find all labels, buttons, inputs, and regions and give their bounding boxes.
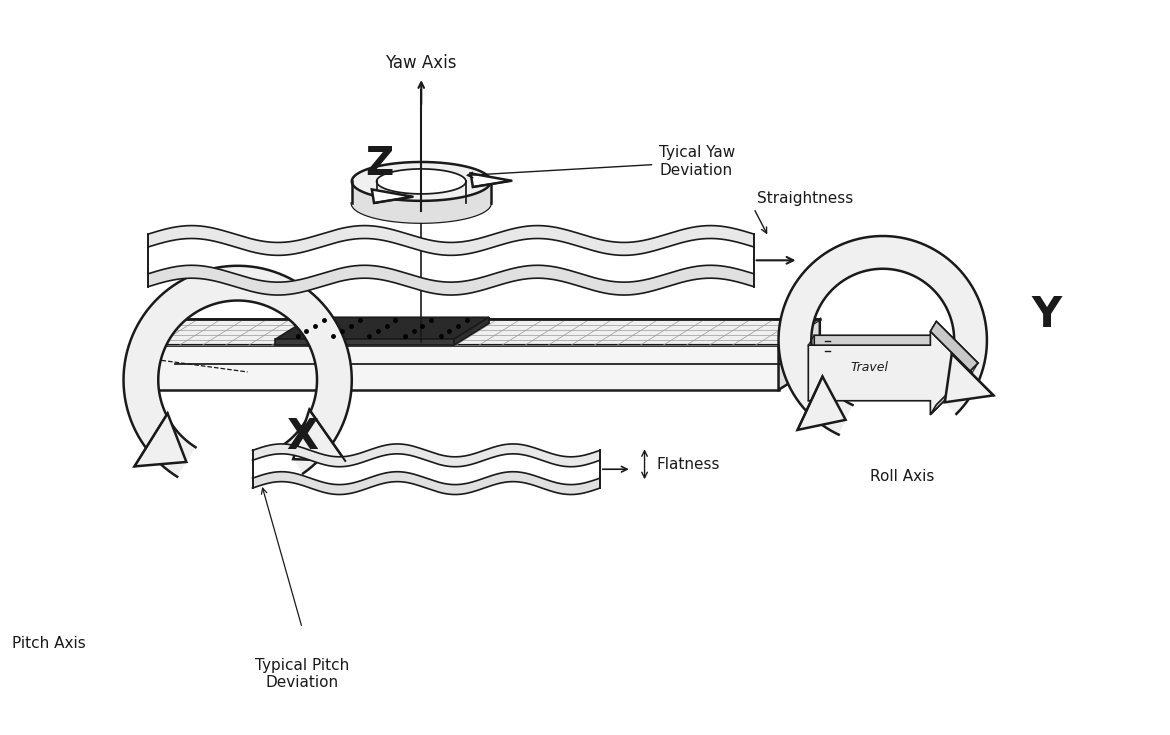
Polygon shape xyxy=(253,472,600,495)
Polygon shape xyxy=(294,409,345,461)
Polygon shape xyxy=(149,265,753,295)
Text: Pitch Axis: Pitch Axis xyxy=(13,636,87,650)
Polygon shape xyxy=(778,236,987,434)
Polygon shape xyxy=(149,226,753,255)
Polygon shape xyxy=(814,321,978,405)
Polygon shape xyxy=(352,182,490,223)
Polygon shape xyxy=(454,318,489,345)
Polygon shape xyxy=(470,173,511,187)
Polygon shape xyxy=(124,266,352,477)
Polygon shape xyxy=(352,162,490,201)
Polygon shape xyxy=(275,340,454,345)
Text: Z: Z xyxy=(365,145,393,182)
Polygon shape xyxy=(372,190,413,203)
Text: Yaw Axis: Yaw Axis xyxy=(385,54,457,72)
Polygon shape xyxy=(253,444,600,467)
Polygon shape xyxy=(133,320,820,345)
Text: Roll Axis: Roll Axis xyxy=(870,469,935,484)
Polygon shape xyxy=(133,345,778,390)
Text: Straightness: Straightness xyxy=(757,191,853,207)
Text: Tyical Yaw
Deviation: Tyical Yaw Deviation xyxy=(660,146,736,178)
Text: Travel: Travel xyxy=(851,360,888,373)
Text: Y: Y xyxy=(1032,295,1061,337)
Polygon shape xyxy=(945,354,993,402)
Polygon shape xyxy=(135,413,186,467)
Polygon shape xyxy=(798,376,846,430)
Polygon shape xyxy=(133,320,174,390)
Text: Flatness: Flatness xyxy=(656,456,720,472)
Text: Typical Pitch
Deviation: Typical Pitch Deviation xyxy=(255,658,350,690)
Polygon shape xyxy=(930,321,978,415)
Polygon shape xyxy=(808,331,972,415)
Polygon shape xyxy=(778,320,820,390)
Polygon shape xyxy=(275,318,489,340)
Text: X: X xyxy=(287,417,318,459)
